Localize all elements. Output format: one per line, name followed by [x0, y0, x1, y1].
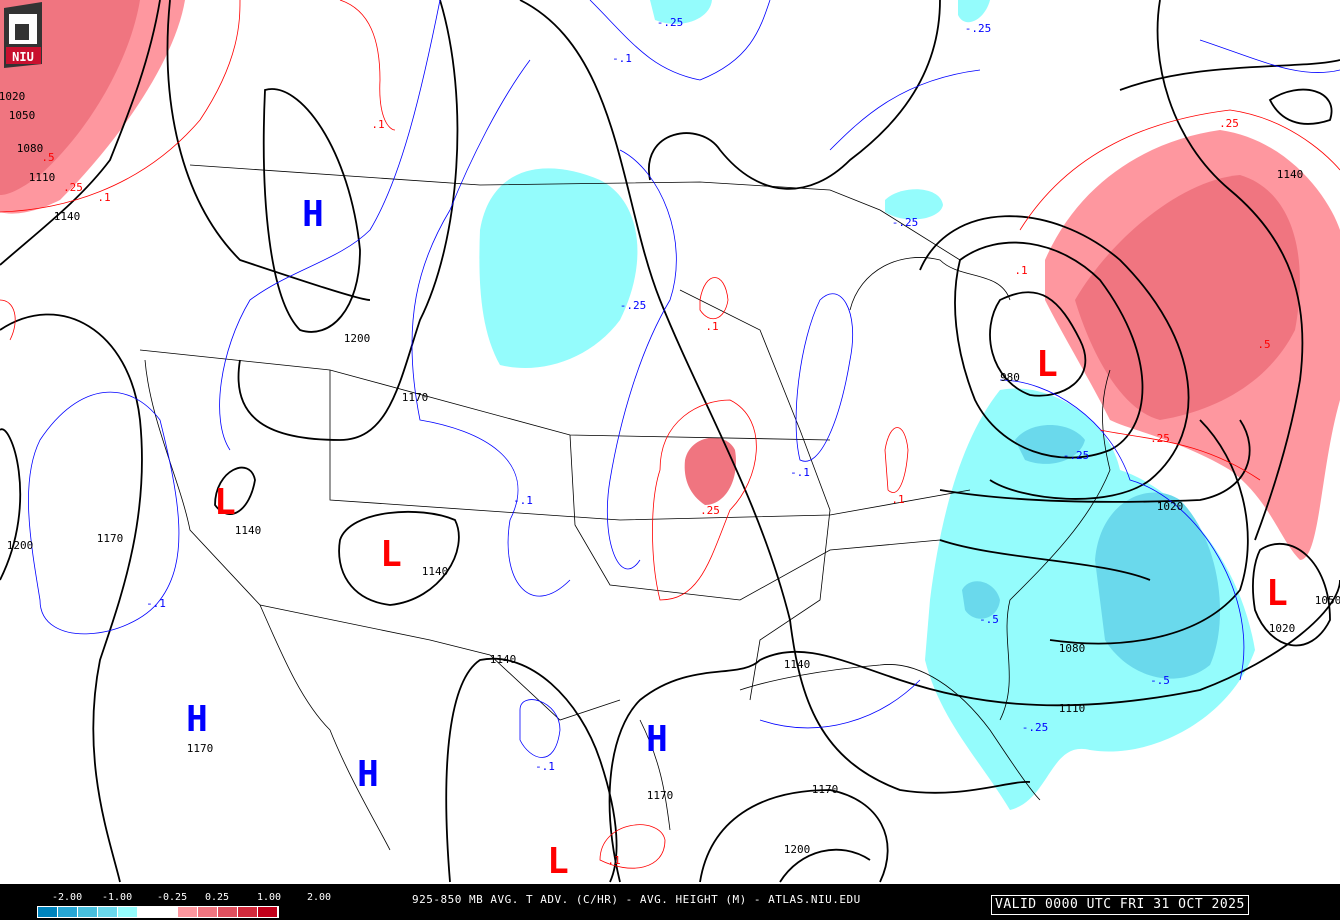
temp-advection-label: -.5: [979, 613, 999, 626]
temp-advection-label: .1: [371, 118, 384, 131]
legend-swatch: [218, 907, 238, 917]
logo: NIU: [4, 2, 42, 68]
temp-advection-label: -.25: [965, 22, 992, 35]
low-pressure-marker: L: [547, 841, 569, 882]
low-pressure-marker: L: [1036, 344, 1058, 385]
map-canvas: NIU H H H H L L L L L 1200 1170 1140 1140 1200 1170 117…: [0, 0, 1340, 883]
legend-swatch: [118, 907, 138, 917]
valid-time: VALID 0000 UTC FRI 31 OCT 2025: [991, 895, 1249, 915]
temp-advection-label: .1: [607, 854, 620, 867]
cold-advection-shading: [479, 0, 1255, 810]
temp-advection-label: .5: [1257, 338, 1270, 351]
height-contour-label: 1200: [344, 332, 371, 345]
height-contour-label: 1170: [812, 783, 839, 796]
temp-advection-label: -.1: [146, 597, 166, 610]
warm-advection-shading: [0, 0, 1340, 560]
temp-advection-label: .25: [1150, 432, 1170, 445]
height-contour-label: 1140: [422, 565, 449, 578]
color-legend: [37, 906, 279, 918]
height-contour-label: 1050: [9, 109, 36, 122]
legend-tick-label: 1.00: [257, 892, 282, 903]
height-contour-label: 1110: [29, 171, 56, 184]
temp-advection-label: .1: [705, 320, 718, 333]
low-pressure-marker: L: [1266, 573, 1288, 614]
legend-swatch: [178, 907, 198, 917]
state-borders: [139, 164, 1111, 851]
legend-tick-label: -1.00: [102, 892, 133, 903]
temp-advection-label: .1: [1014, 264, 1027, 277]
height-contour-label: 1020: [1157, 500, 1184, 513]
height-contour-label: 1110: [1059, 702, 1086, 715]
temp-advection-label: -.1: [513, 494, 533, 507]
height-contours: [0, 0, 1340, 883]
warm-advection-contours: [0, 0, 1340, 869]
height-contour-label: 1170: [402, 391, 429, 404]
legend-swatch: [78, 907, 98, 917]
height-contour-label: 1140: [235, 524, 262, 537]
height-contour-label: 1020: [0, 90, 25, 103]
legend-swatch: [138, 907, 158, 917]
legend-swatch: [98, 907, 118, 917]
legend-swatch: [258, 907, 278, 917]
height-contour-label: 1140: [1277, 168, 1304, 181]
high-pressure-marker: H: [646, 719, 668, 760]
cold-advection-contours: [28, 0, 1340, 758]
temp-advection-label: .1: [891, 493, 904, 506]
high-pressure-marker: H: [357, 754, 379, 795]
legend-swatch: [38, 907, 58, 917]
height-contour-label: 1080: [17, 142, 44, 155]
legend-tick-label: 0.25: [205, 892, 230, 903]
legend-swatch: [238, 907, 258, 917]
low-pressure-marker: L: [380, 534, 402, 575]
temp-advection-label: .25: [700, 504, 720, 517]
height-contour-label: 1170: [97, 532, 124, 545]
temp-advection-label: -.25: [892, 216, 919, 229]
height-contour-label: 1020: [1269, 622, 1296, 635]
high-pressure-marker: H: [186, 699, 208, 740]
high-pressure-marker: H: [302, 194, 324, 235]
map-title: 925-850 MB AVG. T ADV. (C/HR) - AVG. HEI…: [412, 893, 861, 906]
legend-tick-label: 2.00: [307, 892, 332, 903]
legend-swatch: [198, 907, 218, 917]
low-pressure-marker: L: [214, 482, 236, 523]
legend-swatch: [158, 907, 178, 917]
temp-advection-label: -.25: [657, 16, 684, 29]
height-contour-label: 1200: [7, 539, 34, 552]
height-contour-label: 1170: [187, 742, 214, 755]
temp-advection-label: -.25: [1022, 721, 1049, 734]
temp-advection-label: -.25: [620, 299, 647, 312]
height-contour-label: 1200: [784, 843, 811, 856]
legend-swatch: [58, 907, 78, 917]
height-contour-label: 1140: [490, 653, 517, 666]
temp-advection-label: -.25: [1063, 449, 1090, 462]
temp-advection-label: -.1: [535, 760, 555, 773]
temp-advection-label: -.1: [790, 466, 810, 479]
temp-advection-label: .25: [1219, 117, 1239, 130]
legend-tick-label: -2.00: [52, 892, 83, 903]
height-contour-label: 1170: [647, 789, 674, 802]
weather-map: NIU H H H H L L L L L 1200 1170 1140 1140 1200 1170 117…: [0, 0, 1340, 884]
temp-advection-label: -.5: [1150, 674, 1170, 687]
temp-advection-label: .25: [63, 181, 83, 194]
height-contour-label: 1140: [784, 658, 811, 671]
height-contour-label: 1080: [1059, 642, 1086, 655]
height-contour-label: 1140: [54, 210, 81, 223]
legend-tick-label: -0.25: [157, 892, 188, 903]
logo-text: NIU: [12, 50, 34, 64]
height-contour-label: 1050: [1315, 594, 1340, 607]
temp-advection-label: .1: [97, 191, 110, 204]
temp-advection-label: -.1: [612, 52, 632, 65]
height-contour-label: 980: [1000, 371, 1020, 384]
temp-advection-label: .5: [41, 151, 54, 164]
